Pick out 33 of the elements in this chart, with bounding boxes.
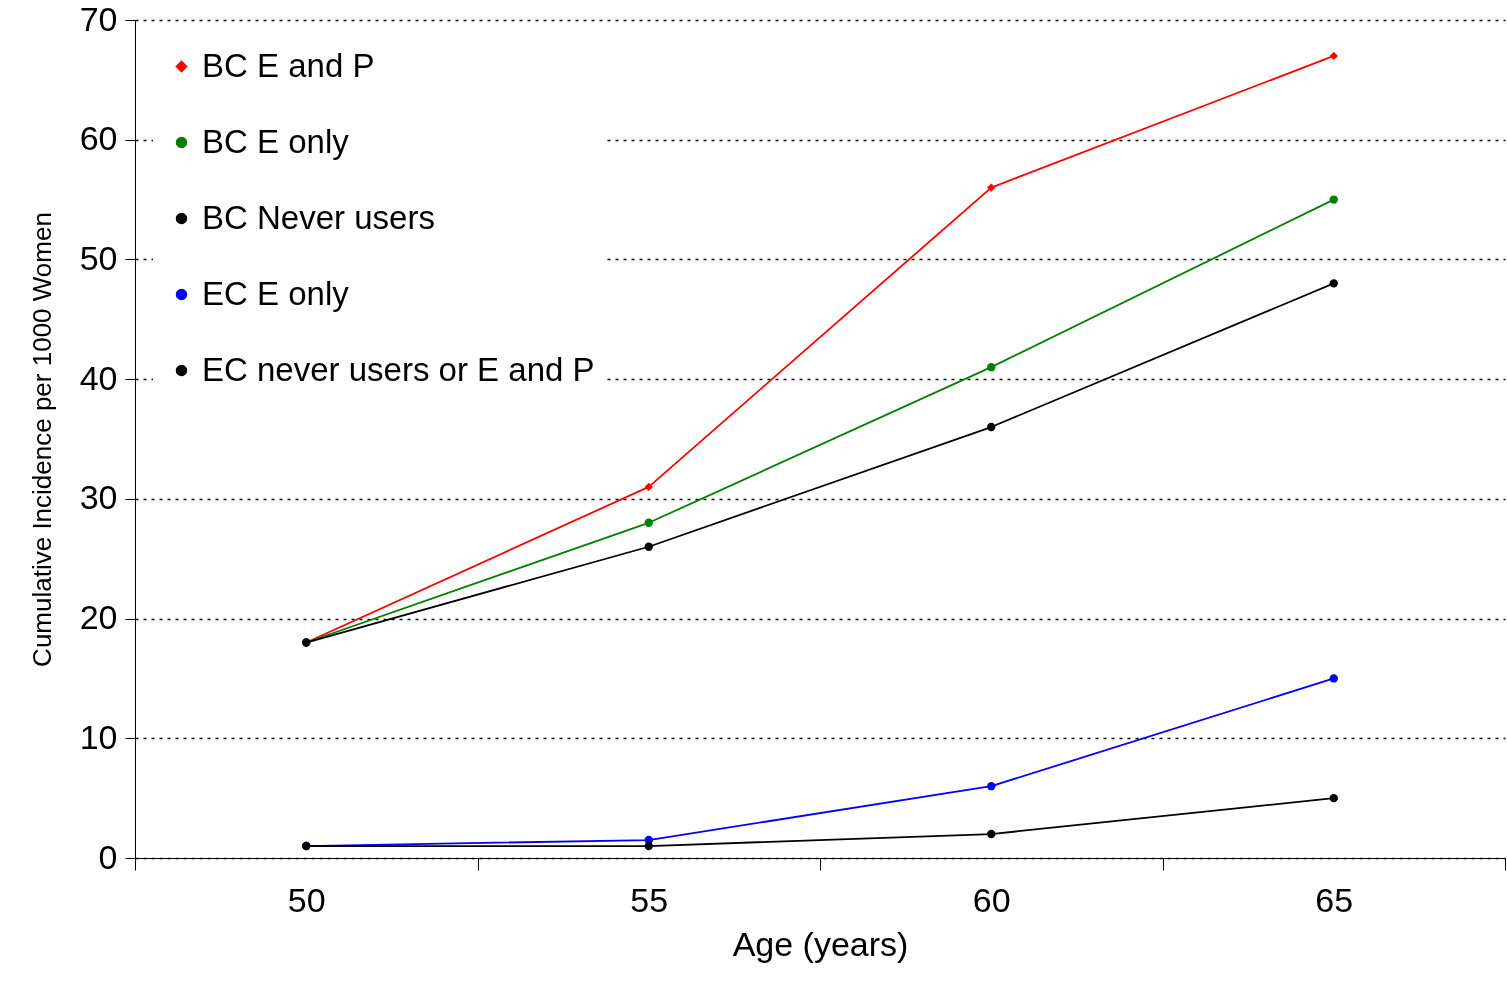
point (987, 183, 996, 192)
point (1329, 51, 1338, 61)
y-tick-label: 30 (79, 478, 118, 517)
x-tick-label: 65 (1315, 880, 1354, 919)
legend-label: BC E and P (202, 46, 375, 84)
point (1329, 793, 1338, 803)
y-tick-label: 60 (79, 119, 118, 158)
y-axis-title: Cumulative Incidence per 1000 Women (26, 212, 57, 667)
point (1329, 279, 1338, 288)
x-tick-label: 60 (972, 880, 1011, 919)
point (987, 782, 996, 791)
x-axis-title: Age (years) (732, 924, 909, 963)
y-tick-label: 0 (98, 837, 118, 876)
y-tick-label: 20 (79, 598, 118, 637)
point (987, 829, 996, 839)
point (1329, 674, 1338, 683)
y-tick-label: 10 (79, 717, 118, 756)
point (987, 363, 996, 372)
y-tick-label: 50 (79, 238, 118, 277)
y-tick-label: 40 (79, 358, 118, 397)
point (644, 518, 653, 527)
x-tick-label: 55 (630, 880, 669, 919)
legend-label: EC E only (202, 274, 350, 312)
legend-label: BC E only (202, 122, 350, 160)
x-tick-label: 50 (287, 880, 326, 919)
point (644, 841, 653, 851)
point (987, 422, 996, 432)
point (644, 482, 653, 492)
legend-label: BC Never users (202, 198, 435, 236)
legend-label: EC never users or E and P (202, 350, 595, 388)
point (1329, 195, 1338, 204)
y-tick-label: 70 (79, 0, 118, 38)
point (644, 542, 653, 551)
